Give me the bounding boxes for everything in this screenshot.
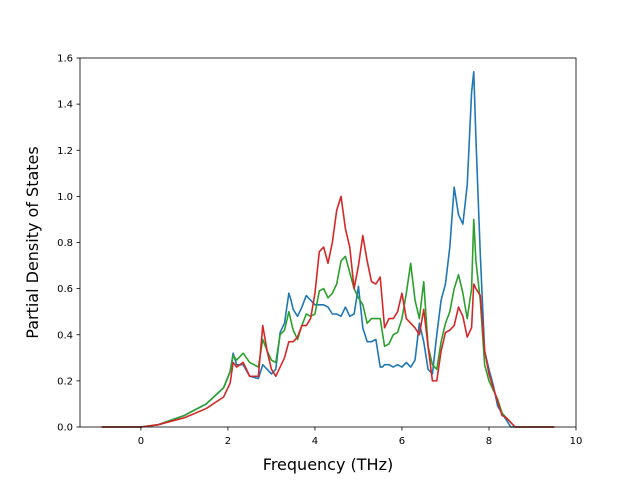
series-line-3: [101, 195, 555, 428]
y-tick-label: 1.0: [57, 192, 73, 203]
y-tick-label: 1.6: [57, 54, 73, 65]
y-tick-label: 1.2: [57, 146, 73, 157]
x-tick-label: 10: [570, 436, 583, 447]
y-tick-label: 0.6: [57, 284, 73, 295]
y-tick-label: 0.2: [57, 376, 73, 387]
x-tick-label: 6: [399, 436, 405, 447]
y-axis-label: Partial Density of States: [23, 146, 42, 338]
x-tick-label: 2: [225, 436, 231, 447]
y-tick-label: 1.4: [57, 100, 73, 111]
x-tick-label: 4: [312, 436, 318, 447]
series-line-2: [101, 218, 555, 428]
x-tick-label: 0: [138, 436, 144, 447]
series-layer: [101, 71, 555, 428]
x-axis-label: Frequency (THz): [263, 455, 393, 474]
x-tick-label: 8: [486, 436, 492, 447]
y-ticks: 0.0 0.2 0.4 0.6 0.8 1.0 1.2 1.4 1.6: [57, 54, 80, 434]
x-ticks: 0 2 4 6 8 10: [138, 427, 583, 447]
y-tick-label: 0.0: [57, 423, 73, 434]
y-tick-label: 0.8: [57, 238, 73, 249]
series-line-1: [101, 71, 555, 428]
y-tick-label: 0.4: [57, 330, 73, 341]
